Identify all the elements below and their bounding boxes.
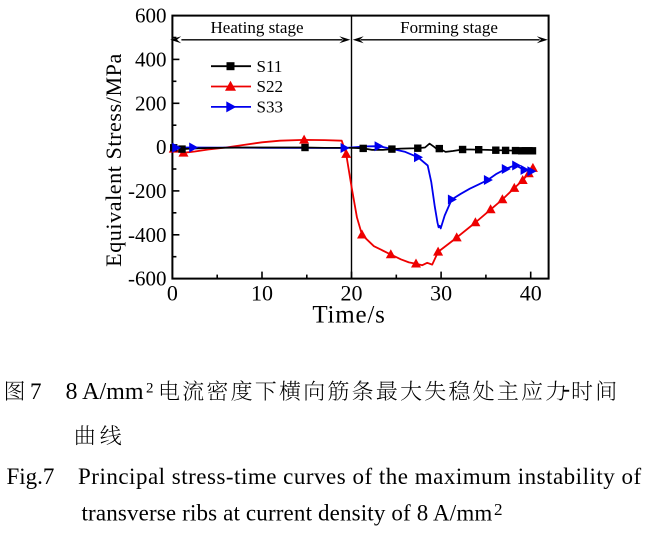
svg-text:S11: S11	[257, 57, 283, 76]
svg-text:Principal stress-time curves o: Principal stress-time curves of the maxi…	[78, 464, 642, 489]
svg-text:8 A/mm: 8 A/mm	[66, 379, 144, 405]
svg-text:transverse ribs at current den: transverse ribs at current density of 8 …	[82, 501, 493, 526]
svg-text:-400: -400	[128, 223, 167, 247]
svg-text:2: 2	[146, 381, 154, 397]
svg-text:Heating stage: Heating stage	[211, 18, 304, 37]
svg-text:600: 600	[135, 4, 167, 28]
svg-text:7: 7	[30, 379, 42, 404]
svg-text:2: 2	[494, 500, 503, 519]
svg-text:200: 200	[135, 91, 167, 115]
svg-text:10: 10	[251, 281, 273, 306]
svg-text:40: 40	[520, 281, 542, 306]
svg-text:Forming stage: Forming stage	[400, 18, 498, 37]
svg-text:30: 30	[430, 281, 452, 306]
svg-text:0: 0	[167, 281, 178, 306]
svg-text:S33: S33	[257, 98, 283, 117]
svg-text:Fig.7: Fig.7	[7, 464, 55, 489]
svg-text:Time/s: Time/s	[312, 302, 385, 329]
svg-text:Equivalent Stress/MPa: Equivalent Stress/MPa	[101, 53, 126, 267]
svg-text:-600: -600	[128, 267, 167, 291]
svg-text:0: 0	[156, 135, 167, 159]
svg-text:-200: -200	[128, 179, 167, 203]
svg-text:20: 20	[341, 281, 363, 306]
svg-text:400: 400	[135, 47, 167, 71]
svg-text:S22: S22	[257, 77, 283, 96]
